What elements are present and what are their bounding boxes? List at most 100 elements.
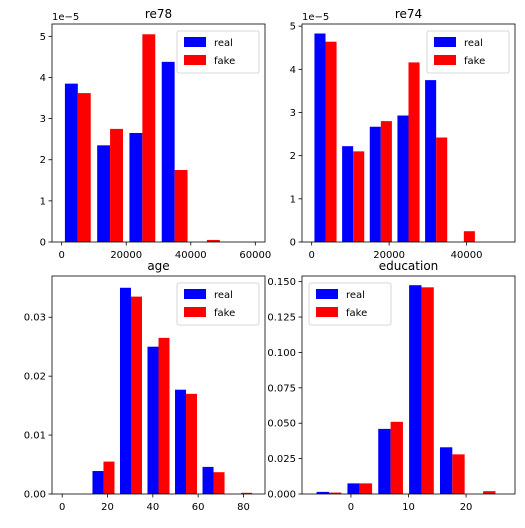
legend-swatch-real (434, 37, 456, 47)
legend-swatch-fake (184, 307, 206, 317)
bar-real-0 (314, 33, 326, 242)
bar-real-0 (316, 491, 329, 494)
legend: real fake (308, 282, 392, 326)
subplot-title: re74 (395, 7, 422, 21)
bar-real-3 (409, 285, 422, 494)
bar-fake-6 (241, 492, 253, 494)
y-tick-label: 0.000 (267, 490, 296, 501)
y-tick-label: 3 (40, 114, 46, 125)
y-tick-label: 0 (40, 238, 46, 249)
x-tick-label: 0 (348, 502, 354, 513)
bar-fake-3 (158, 337, 170, 494)
y-tick-label: 0.150 (267, 277, 296, 288)
legend: real fake (176, 30, 260, 74)
x-tick-label: 20 (101, 502, 114, 513)
bar-fake-5 (213, 472, 225, 494)
legend-swatch-fake (434, 55, 456, 65)
x-tick-label: 20000 (373, 250, 405, 261)
x-tick-label: 60000 (239, 250, 271, 261)
legend-label-fake: fake (346, 308, 367, 319)
bar-fake-0 (77, 93, 91, 242)
bar-fake-3 (408, 62, 420, 242)
y-tick-label: 1 (290, 194, 296, 205)
y-tick-label: 0.050 (267, 419, 296, 430)
bar-fake-1 (353, 151, 365, 242)
legend-swatch-fake (316, 307, 338, 317)
subplot-title: age (147, 259, 169, 273)
subplot-age: 0 20 40 60 80 0.00 0.01 0.02 0.03 age real fake (24, 259, 266, 513)
legend-label-real: real (214, 38, 233, 49)
bar-fake-4 (186, 393, 198, 494)
legend: real fake (176, 282, 260, 326)
bar-fake-4 (436, 137, 448, 242)
legend-swatch-real (184, 289, 206, 299)
bar-fake-0 (328, 492, 342, 494)
y-tick-label: 0.125 (267, 313, 296, 324)
x-tick-label: 60 (192, 502, 205, 513)
subplot-re74: 0 20000 40000 0 1 2 3 4 5 1e−5 re74 real fake (290, 7, 516, 261)
bar-real-0 (64, 83, 78, 242)
y-tick-label: 5 (40, 32, 46, 43)
bar-fake-3 (421, 287, 434, 494)
y-tick-label: 5 (290, 22, 296, 33)
offset-text: 1e−5 (52, 12, 79, 23)
y-tick-label: 0.075 (267, 383, 296, 394)
y-tick-label: 3 (290, 108, 296, 119)
legend-swatch-real (184, 37, 206, 47)
bar-real-1 (97, 145, 111, 242)
subplot-title: re78 (145, 7, 172, 21)
bar-fake-1 (103, 461, 115, 494)
y-tick-label: 0.01 (24, 431, 46, 442)
bar-real-5 (202, 466, 214, 494)
legend-label-fake: fake (214, 308, 235, 319)
bar-real-4 (439, 447, 453, 494)
bar-fake-2 (130, 296, 142, 494)
bar-real-4 (425, 80, 437, 243)
legend-label-fake: fake (464, 56, 485, 67)
axes-frame (51, 23, 266, 243)
bar-fake-1 (359, 483, 373, 494)
y-tick-label: 0 (290, 238, 296, 249)
bar-fake-0 (325, 41, 337, 243)
bar-fake-3 (174, 170, 188, 242)
x-tick-label: 0 (308, 250, 314, 261)
legend: real fake (426, 30, 510, 74)
legend-label-real: real (464, 38, 483, 49)
bar-real-2 (378, 428, 391, 494)
bar-real-2 (129, 133, 143, 242)
y-tick-label: 0.100 (267, 348, 296, 359)
bar-fake-1 (110, 128, 123, 242)
bar-real-2 (119, 287, 131, 494)
axes-frame (301, 23, 516, 243)
x-tick-label: 0 (58, 250, 64, 261)
x-tick-label: 20000 (110, 250, 142, 261)
y-tick-label: 0.025 (267, 454, 296, 465)
bar-fake-2 (390, 421, 403, 494)
bar-fake-5 (483, 491, 496, 494)
y-tick-label: 4 (290, 65, 296, 76)
x-tick-label: 40 (146, 502, 159, 513)
bar-real-3 (147, 346, 159, 494)
legend-swatch-fake (184, 55, 206, 65)
bar-real-3 (161, 61, 175, 243)
x-tick-label: 40000 (451, 250, 483, 261)
subplot-title: education (379, 259, 439, 273)
subplot-education: 0 10 20 0.000 0.025 0.050 0.075 0.100 0.125 0.150… (267, 259, 516, 513)
y-tick-label: 0.02 (24, 372, 46, 383)
x-tick-label: 40000 (175, 250, 207, 261)
bar-real-4 (175, 389, 187, 494)
legend-label-real: real (346, 290, 365, 301)
x-tick-label: 10 (402, 502, 415, 513)
legend-label-fake: fake (214, 56, 235, 67)
y-tick-label: 0.00 (24, 490, 46, 501)
y-tick-label: 1 (40, 196, 46, 207)
bar-real-1 (92, 471, 104, 494)
legend-swatch-real (316, 289, 338, 299)
bar-fake-2 (380, 121, 392, 242)
bar-fake-5 (463, 231, 475, 242)
subplot-re78: 0 20000 40000 60000 0 1 2 3 4 5 1e−5 re78 real fake (40, 7, 272, 261)
bar-fake-4 (206, 239, 220, 242)
y-tick-label: 2 (290, 151, 296, 162)
axes-frame (51, 275, 266, 495)
